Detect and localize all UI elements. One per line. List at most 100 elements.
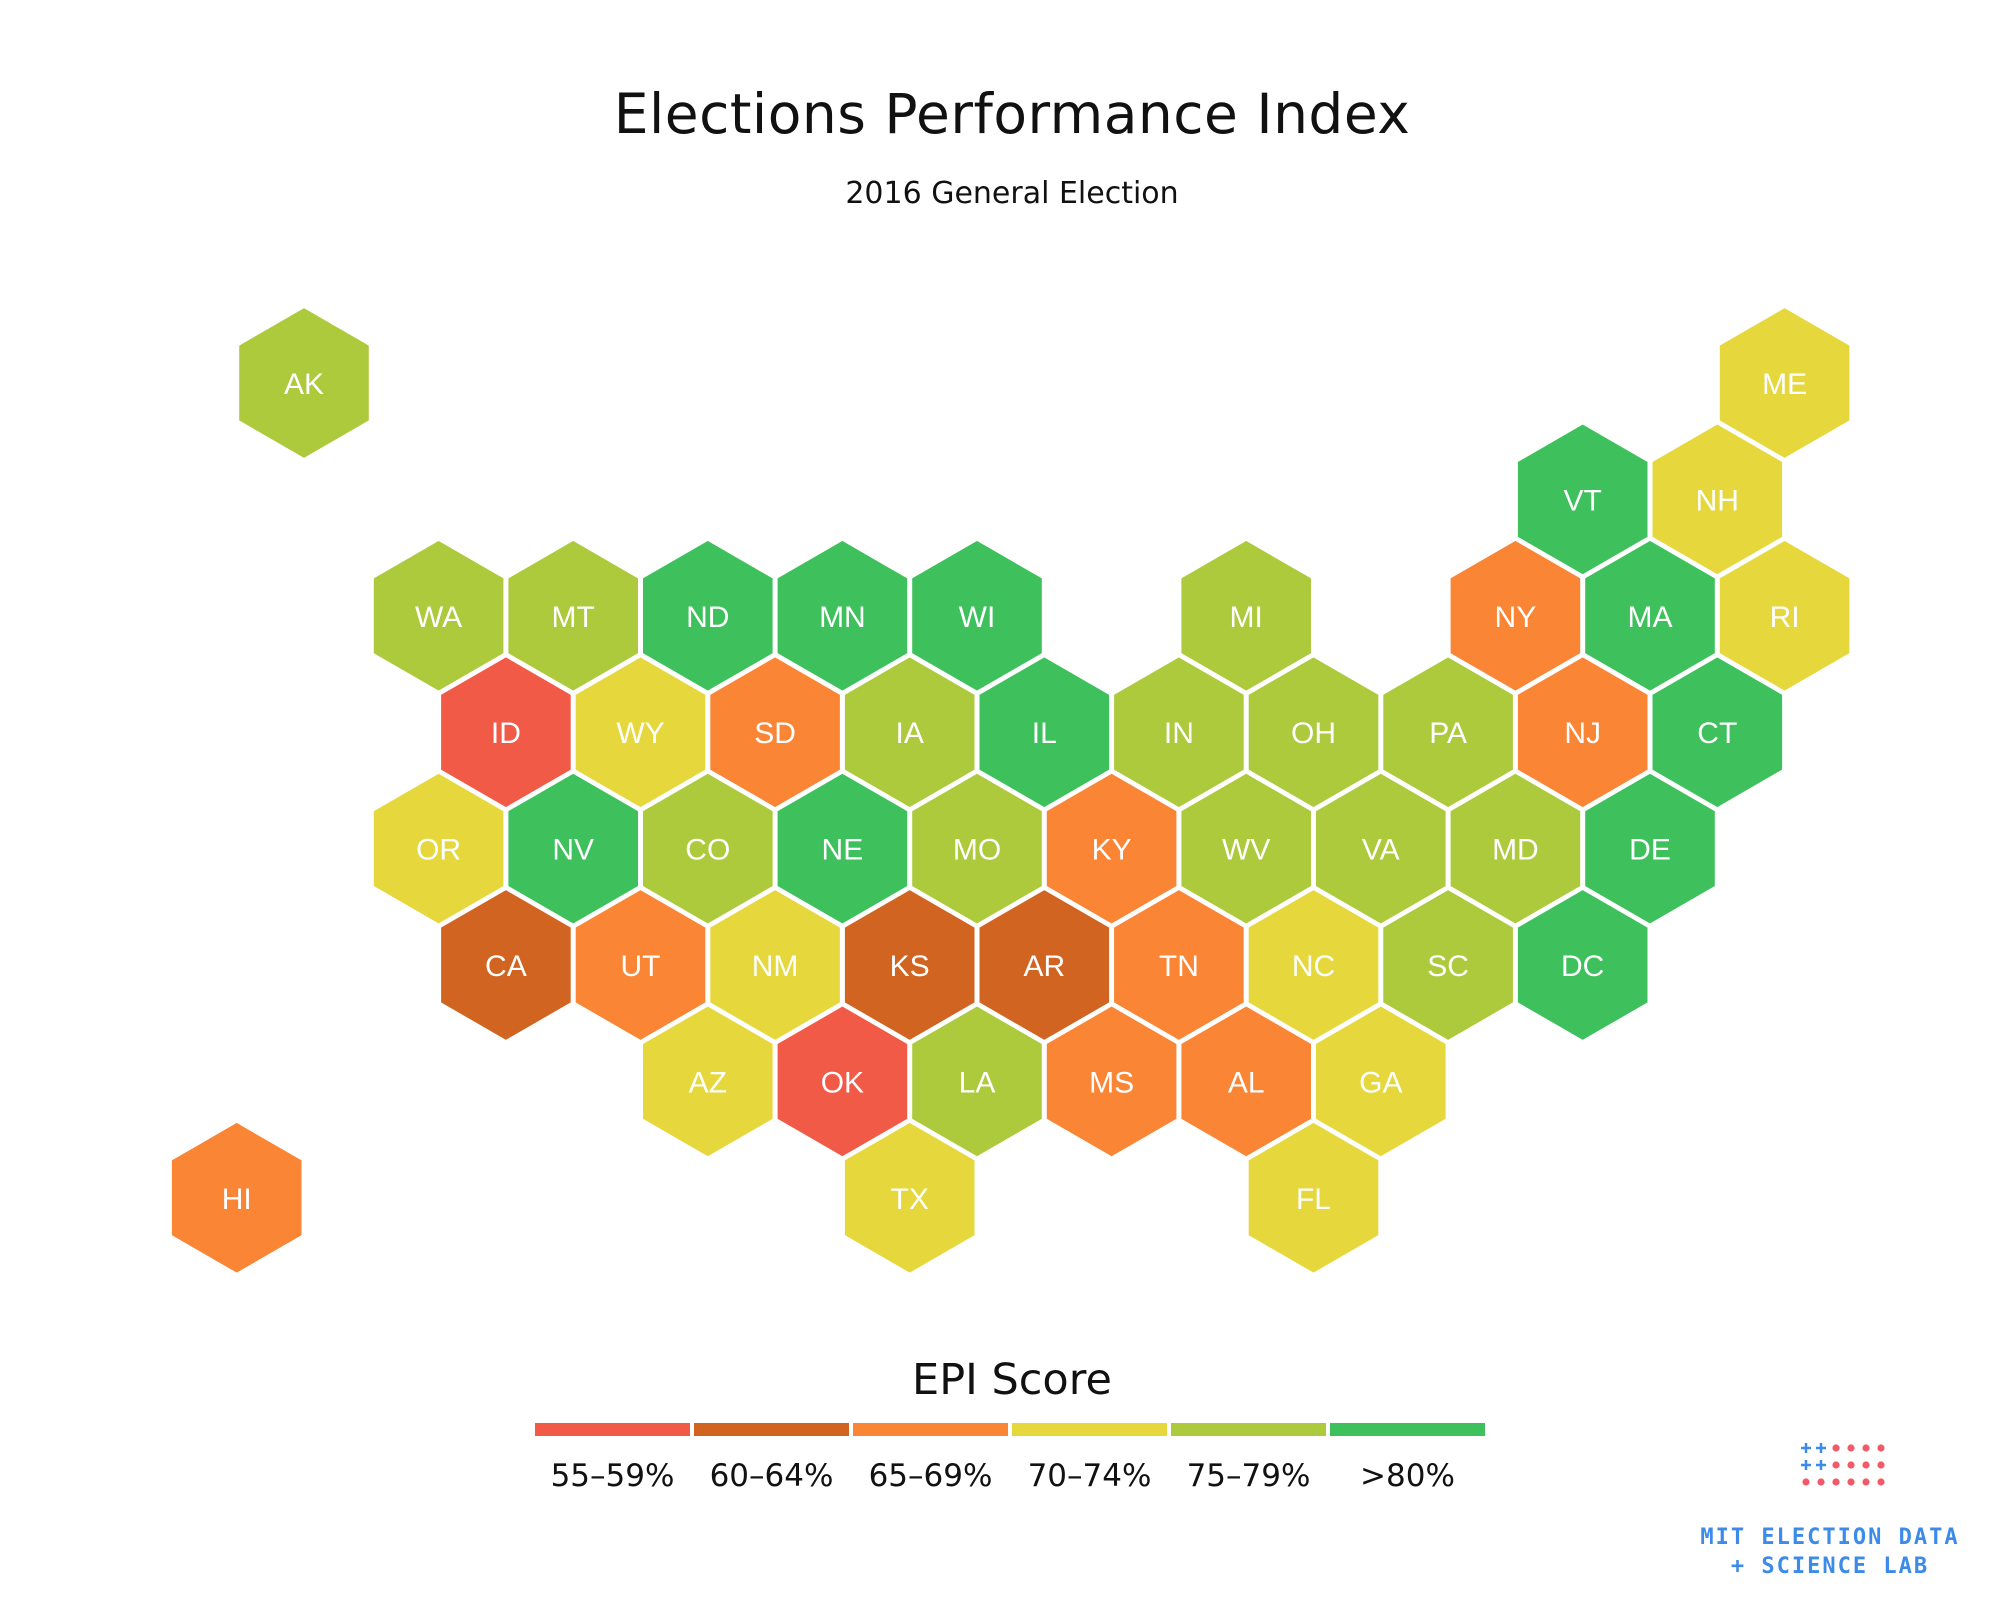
logo-dot	[1877, 1478, 1885, 1486]
legend-label: 65–69%	[868, 1458, 993, 1494]
state-label: NV	[552, 834, 594, 867]
legend-label: 55–59%	[550, 1458, 675, 1494]
state-label: CA	[485, 950, 527, 983]
state-label: CT	[1697, 717, 1737, 750]
state-hex-shape	[910, 771, 1044, 926]
state-hex-shape	[1112, 655, 1246, 810]
state-label: MT	[552, 601, 595, 634]
state-hex-ne: NE	[775, 771, 910, 926]
logo-dot	[1832, 1444, 1840, 1452]
state-hex-shape	[1246, 1120, 1381, 1275]
state-hex-nj: NJ	[1515, 655, 1650, 810]
state-hex-shape	[842, 1120, 977, 1275]
state-label: WI	[959, 601, 996, 634]
state-hex-ia: IA	[842, 655, 977, 810]
state-hex-ms: MS	[1044, 1004, 1179, 1159]
state-hex-shape	[775, 1004, 910, 1159]
state-label: CO	[685, 834, 730, 867]
state-hex-ct: CT	[1650, 655, 1785, 810]
state-label: OH	[1291, 717, 1336, 750]
state-label: MS	[1089, 1066, 1134, 1099]
logo-dot	[1847, 1461, 1855, 1469]
state-hex-shape	[1515, 655, 1650, 810]
legend-item: 55–59%	[535, 1423, 690, 1494]
state-hex-shape	[842, 887, 977, 1043]
state-hex-shape	[506, 538, 640, 693]
state-label: WV	[1222, 834, 1270, 867]
legend-item: 65–69%	[853, 1423, 1008, 1494]
state-label: MD	[1492, 834, 1539, 867]
state-hex-ok: OK	[775, 1004, 910, 1159]
state-hex-oh: OH	[1246, 655, 1381, 810]
state-label: OR	[416, 834, 461, 867]
state-hex-shape	[1717, 305, 1852, 461]
state-hex-shape	[1179, 538, 1313, 693]
state-hex-shape	[708, 887, 842, 1043]
state-hex-shape	[1112, 887, 1246, 1043]
logo-plus-mark	[1816, 1460, 1826, 1470]
logo-line-2: + SCIENCE LAB	[1730, 1554, 1930, 1579]
state-hex-or: OR	[371, 771, 506, 926]
logo-dot	[1877, 1461, 1885, 1469]
state-hex-shape	[573, 887, 708, 1043]
state-label: AL	[1228, 1066, 1265, 1099]
state-label: KY	[1092, 834, 1132, 867]
state-label: DC	[1561, 950, 1604, 983]
state-label: IN	[1164, 717, 1194, 750]
state-label: FL	[1296, 1183, 1331, 1216]
logo-dots-icon	[1801, 1443, 1885, 1486]
state-label: ME	[1762, 368, 1807, 401]
state-hex-shape	[1381, 887, 1515, 1043]
state-hex-nm: NM	[708, 887, 842, 1043]
state-hex-ga: GA	[1314, 1004, 1448, 1159]
state-hex-al: AL	[1179, 1004, 1313, 1159]
state-hex-nh: NH	[1650, 422, 1785, 577]
state-label: AZ	[689, 1066, 727, 1099]
state-hex-ar: AR	[977, 887, 1112, 1043]
state-label: TN	[1159, 950, 1199, 983]
state-hex-shape	[641, 1004, 775, 1159]
state-hex-mt: MT	[506, 538, 640, 693]
logo-dot	[1847, 1444, 1855, 1452]
state-hex-wi: WI	[910, 538, 1044, 693]
state-hex-shape	[169, 1120, 304, 1275]
state-hex-sd: SD	[708, 655, 842, 810]
state-label: MI	[1230, 601, 1263, 634]
state-hex-de: DE	[1583, 771, 1717, 926]
state-label: NH	[1696, 484, 1739, 517]
state-label: NY	[1495, 601, 1537, 634]
legend-label: >80%	[1360, 1458, 1455, 1494]
state-label: WY	[616, 717, 664, 750]
state-hex-shape	[910, 538, 1044, 693]
logo-dot	[1802, 1478, 1810, 1486]
legend-swatch	[853, 1423, 1008, 1436]
state-hex-id: ID	[439, 655, 573, 810]
state-hex-shape	[1381, 655, 1515, 810]
state-hex-in: IN	[1112, 655, 1246, 810]
logo-line-1: MIT ELECTION DATA	[1700, 1525, 1960, 1550]
legend-item: >80%	[1330, 1423, 1485, 1494]
state-hex-ak: AK	[237, 305, 371, 461]
state-hex-sc: SC	[1381, 887, 1515, 1043]
state-hex-mi: MI	[1179, 538, 1313, 693]
state-hex-shape	[1044, 1004, 1179, 1159]
state-label: VT	[1564, 484, 1602, 517]
legend-swatch	[535, 1423, 690, 1436]
legend-swatch	[1012, 1423, 1167, 1436]
logo-dot	[1832, 1478, 1840, 1486]
state-hex-me: ME	[1717, 305, 1852, 461]
state-label: SD	[754, 717, 796, 750]
state-hex-shape	[1583, 771, 1717, 926]
state-hex-shape	[1717, 538, 1852, 693]
logo-dot	[1832, 1461, 1840, 1469]
state-hex-shape	[1246, 655, 1381, 810]
logo-dot	[1877, 1444, 1885, 1452]
state-hex-nv: NV	[506, 771, 640, 926]
state-hex-fl: FL	[1246, 1120, 1381, 1275]
state-hex-ny: NY	[1448, 538, 1583, 693]
state-label: IL	[1032, 717, 1057, 750]
state-label: NE	[822, 834, 864, 867]
state-label: PA	[1429, 717, 1467, 750]
logo-dot	[1847, 1478, 1855, 1486]
logo-dot	[1862, 1478, 1870, 1486]
